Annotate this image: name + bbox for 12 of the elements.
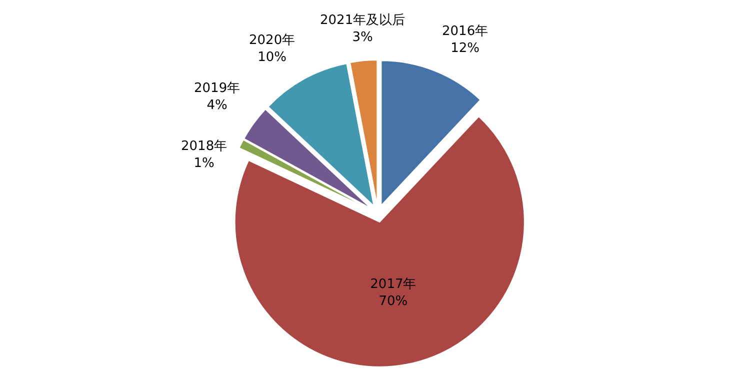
data-label: 70% [378, 294, 408, 310]
slice-label: 2018年 [181, 139, 228, 154]
slice-label: 2021年及以后 [320, 13, 406, 28]
data-label: 1% [194, 156, 214, 171]
data-label: 3% [352, 30, 373, 45]
data-label: 4% [206, 98, 228, 113]
slice-label: 2016年 [442, 24, 488, 39]
data-label: 10% [258, 50, 286, 65]
slice-label: 2019年 [194, 81, 240, 96]
slice-label: 2020年 [249, 33, 296, 48]
slice-label: 2017年 [370, 277, 416, 292]
data-label: 12% [450, 40, 480, 56]
